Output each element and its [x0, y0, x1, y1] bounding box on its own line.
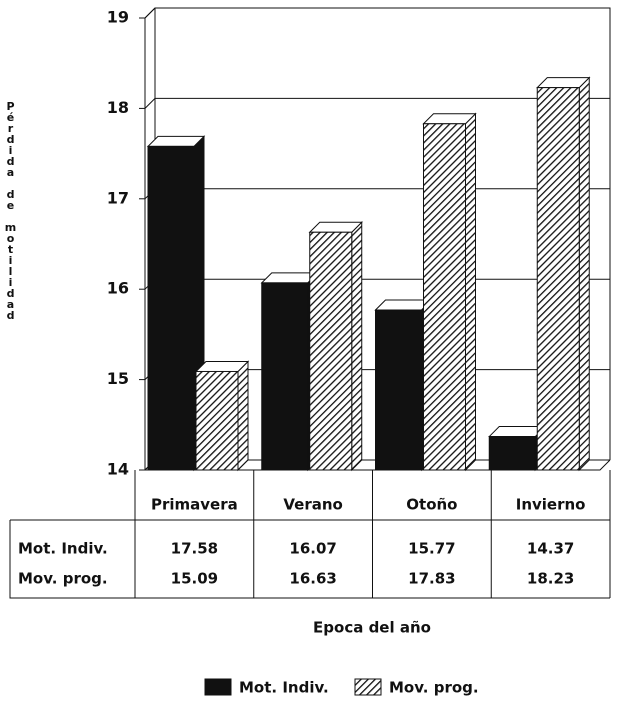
grid-line [144, 97, 610, 109]
legend-label: Mov. prog. [389, 679, 479, 697]
y-axis-label: Pérdida de motilidad [4, 100, 17, 320]
table-row-label: Mot. Indiv. [18, 540, 108, 558]
y-tick-label: 15 [107, 369, 129, 388]
table-value: 16.63 [289, 570, 336, 588]
y-tick-label: 16 [107, 279, 129, 298]
table-value: 17.83 [408, 570, 455, 588]
table-value: 16.07 [289, 540, 336, 558]
y-tick-label: 17 [107, 188, 129, 207]
x-axis-label: Epoca del año [313, 619, 431, 637]
table-value: 17.58 [171, 540, 218, 558]
legend-swatch [204, 678, 232, 696]
bar-top [146, 135, 206, 147]
bar [309, 231, 353, 471]
x-tick-label: Verano [283, 496, 342, 514]
table-value: 14.37 [527, 540, 574, 558]
bar [147, 145, 195, 471]
bar [488, 436, 536, 471]
bar-side [465, 112, 476, 472]
bar [423, 123, 466, 471]
y-tick-label: 18 [107, 98, 129, 117]
y-tick-label: 19 [107, 8, 129, 27]
x-tick-label: Primavera [151, 496, 238, 514]
bar-side [351, 221, 363, 472]
bar-top [422, 113, 477, 125]
table-grid [9, 470, 611, 599]
table-value: 15.09 [171, 570, 218, 588]
x-tick-label: Invierno [516, 496, 586, 514]
bar-top [536, 77, 591, 89]
grid-line [144, 7, 610, 19]
bar [375, 309, 422, 471]
table-row-label: Mov. prog. [18, 570, 108, 588]
x-tick-label: Otoño [406, 496, 457, 514]
bar [195, 370, 239, 471]
bar-side [237, 360, 249, 472]
bar [261, 282, 309, 471]
y-tick-label: 14 [107, 460, 129, 479]
bar-side [578, 76, 590, 472]
table-value: 15.77 [408, 540, 455, 558]
table-value: 18.23 [527, 570, 574, 588]
legend-label: Mot. Indiv. [239, 679, 329, 697]
legend-swatch [354, 678, 382, 696]
bar-top [194, 360, 250, 372]
bar-top [308, 221, 363, 233]
bar [536, 87, 580, 471]
